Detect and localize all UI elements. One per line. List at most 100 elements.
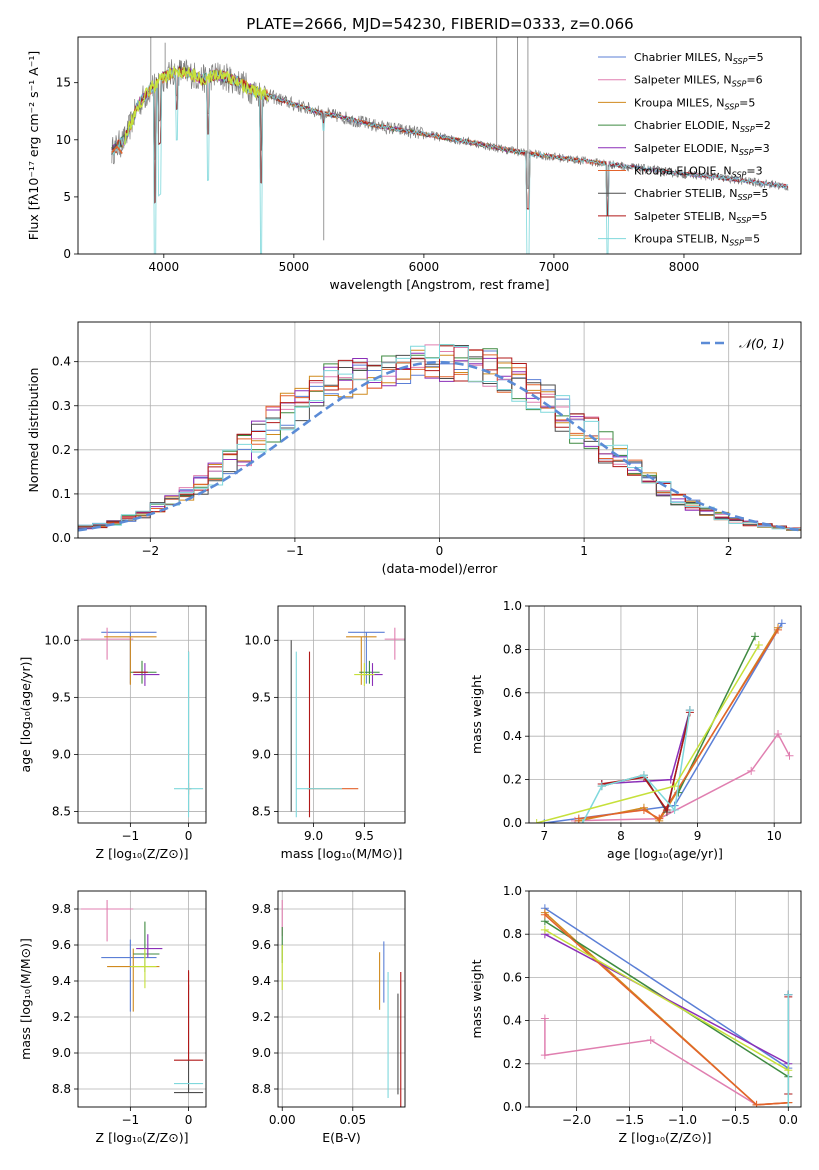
y-tick-label: 10.0 — [44, 633, 71, 647]
legend-label-text: Chabrier ELODIE, N — [634, 119, 740, 132]
y-tick-label: 10 — [56, 133, 71, 147]
y-tick-label: 0.2 — [503, 1057, 522, 1071]
y-tick-label: 9.0 — [52, 1046, 71, 1060]
x-tick-label: −1.5 — [615, 1113, 644, 1127]
y-tick-label: 0.6 — [503, 970, 522, 984]
legend-label-text: Kroupa ELODIE, N — [634, 165, 732, 178]
weight-point-marker — [670, 805, 679, 814]
chart-weight_vs_age: 7 8 9 10 0.0 0.2 0.4 0.6 0.8 1.0 age [log₁₀(age/yr… — [469, 599, 802, 861]
x-tick-label: −1 — [122, 829, 140, 843]
legend-label-suffix: =2 — [755, 119, 771, 132]
weight-point-marker — [540, 1014, 549, 1023]
axes-frame — [528, 890, 802, 1108]
weight-point-marker — [777, 619, 786, 628]
plot-area — [78, 344, 801, 532]
x-tick-label: 0 — [436, 544, 444, 558]
legend-entry-label: Kroupa STELIB, NSSP=5 — [634, 233, 760, 248]
x-tick-label: 7000 — [539, 260, 570, 274]
y-tick-label: 9.5 — [52, 690, 71, 704]
chart-normed_residuals: −2 −1 0 1 2 0.0 0.1 0.2 0.3 0.4 (data-model)/error… — [26, 321, 802, 576]
axes-frame — [77, 321, 802, 539]
x-tick-label: 1 — [580, 544, 588, 558]
x-axis-label: E(B-V) — [322, 1130, 361, 1145]
legend-label-suffix: =6 — [746, 74, 762, 87]
weight-point-marker — [784, 990, 793, 999]
chart-mass_vs_Z: −1 0 8.8 9.0 9.2 9.4 9.6 9.8 Z [log₁₀(Z/Z⊙)] mass… — [18, 890, 207, 1145]
chart-weight_vs_Z: −2.0 −1.5 −1.0 −0.5 0.0 0.0 0.2 0.4 0.6 0.8 1.0 Z [… — [469, 884, 802, 1145]
normal-curve-line — [78, 360, 801, 532]
weight-point-marker — [540, 1051, 549, 1060]
y-tick-label: 0.4 — [503, 729, 522, 743]
weight-point-marker — [685, 706, 694, 715]
x-tick-label: 7 — [541, 829, 549, 843]
model-fit-start-segment — [111, 145, 123, 154]
weight-point-marker — [646, 1036, 655, 1045]
y-tick-label: 8.5 — [52, 805, 71, 819]
y-tick-label: 9.6 — [252, 938, 271, 952]
y-tick-label: 0.8 — [503, 927, 522, 941]
weight-point-marker — [774, 730, 783, 739]
plot-area — [540, 904, 793, 1107]
legend-label-suffix: =5 — [739, 96, 755, 109]
weight-point-marker — [662, 805, 671, 814]
legend-label-text: Salpeter STELIB, N — [634, 210, 736, 223]
x-tick-label: 9.0 — [304, 829, 323, 843]
y-tick-label: 9.0 — [252, 1046, 271, 1060]
legend-entry-label: 𝒩(0, 1) — [739, 336, 785, 351]
y-tick-label: 9.8 — [252, 902, 271, 916]
plot-area — [290, 627, 405, 818]
legend-label-suffix: =5 — [752, 187, 768, 200]
axes-frame — [77, 36, 802, 255]
weight-point-marker — [747, 766, 756, 775]
legend-entry-label: Salpeter ELODIE, NSSP=3 — [634, 142, 770, 157]
y-axis-label: mass weight — [469, 959, 484, 1038]
x-axis-label: Z [log₁₀(Z/Z⊙)] — [96, 846, 189, 861]
y-tick-label: 8.8 — [52, 1082, 71, 1096]
plot-area — [80, 900, 204, 1094]
axes-frame — [528, 605, 802, 824]
weight-point-marker — [784, 1066, 793, 1075]
weight-point-marker — [655, 814, 664, 823]
legend-label-subscript: SSP — [732, 80, 747, 89]
x-tick-label: 8000 — [669, 260, 700, 274]
legend-label-subscript: SSP — [733, 57, 748, 66]
legend-label-suffix: =3 — [746, 165, 762, 178]
y-tick-label: 0.8 — [503, 642, 522, 656]
y-axis-label: Flux [fλ10⁻¹⁷ erg cm⁻² s⁻¹ A⁻¹] — [26, 51, 41, 240]
axes-frame — [277, 890, 406, 1108]
legend-entry-label: Kroupa ELODIE, NSSP=3 — [634, 165, 763, 180]
legend-label-subscript: SSP — [738, 193, 753, 202]
weight-point-marker — [540, 925, 549, 934]
weight-point-marker — [785, 751, 794, 760]
model-fit-overlay-line — [124, 65, 269, 145]
axes-frame — [277, 605, 406, 824]
y-tick-label: 0.2 — [503, 773, 522, 787]
y-tick-label: 0.2 — [52, 443, 71, 457]
chart-spectrum: 4000 5000 6000 7000 8000 0 5 10 15 wavelength [An… — [26, 36, 802, 292]
x-tick-label: −2 — [141, 544, 159, 558]
legend-label-subscript: SSP — [740, 125, 755, 134]
y-tick-label: 1.0 — [503, 599, 522, 613]
y-tick-label: 9.5 — [252, 690, 271, 704]
y-tick-label: 0.1 — [52, 487, 71, 501]
model-fit-line — [111, 68, 789, 254]
y-tick-label: 0.0 — [52, 531, 71, 545]
y-axis-label: Normed distribution — [26, 368, 41, 493]
y-tick-label: 15 — [56, 76, 71, 90]
legend-label-text: Salpeter MILES, N — [634, 74, 732, 87]
plot-area — [532, 619, 794, 823]
x-tick-label: 9 — [694, 829, 702, 843]
legend-label-text: Salpeter ELODIE, N — [634, 142, 739, 155]
plot-area — [281, 900, 402, 1107]
y-axis-label: age [log₁₀(age/yr)] — [18, 657, 33, 773]
legend-label-suffix: =3 — [754, 142, 770, 155]
weight-point-marker — [754, 641, 763, 650]
legend-entry-label: Chabrier STELIB, NSSP=5 — [634, 187, 768, 202]
plot-area — [111, 37, 789, 254]
chart-age_vs_mass: 9.0 9.5 8.5 9.0 9.5 10.0 mass [log₁₀(M/M⊙)] — [244, 605, 406, 861]
weight-point-marker — [639, 771, 648, 780]
x-axis-label: age [log₁₀(age/yr)] — [607, 846, 723, 861]
